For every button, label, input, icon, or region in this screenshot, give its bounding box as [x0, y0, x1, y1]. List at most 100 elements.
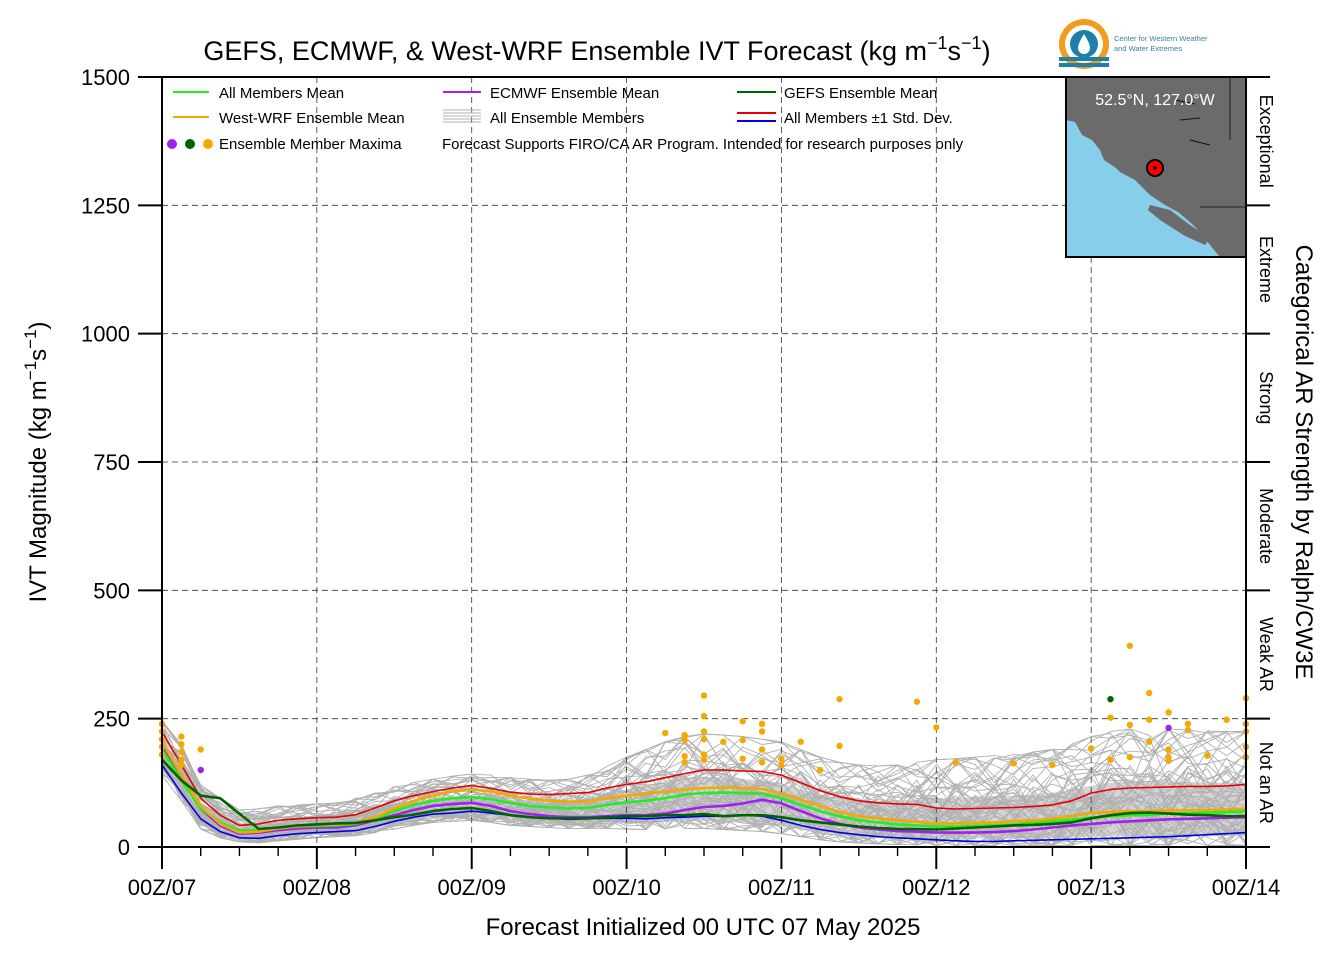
maximum-dot-wwrf: [1087, 745, 1095, 752]
maximum-dot-ecmwf: [1165, 724, 1172, 732]
maximum-dot-wwrf: [739, 737, 746, 744]
legend-dot-wwrf: [203, 139, 213, 149]
legend-wwrf-mean: West-WRF Ensemble Mean: [219, 110, 405, 127]
maximum-dot-wwrf: [1107, 756, 1114, 763]
maximum-dot-wwrf: [1165, 757, 1172, 764]
inset-island-vancouver: [1148, 205, 1210, 245]
maximum-dot-wwrf: [1049, 761, 1056, 769]
legend: All Members Mean ECMWF Ensemble Mean GEF…: [167, 85, 964, 153]
maximum-dot-wwrf: [1107, 714, 1114, 721]
grid: [162, 77, 1246, 847]
maximum-dot-wwrf: [700, 712, 708, 720]
legend-gefs-mean: GEFS Ensemble Mean: [784, 85, 937, 102]
x-tick-label: 00Z/09: [437, 875, 506, 900]
legend-dot-gefs: [185, 139, 195, 149]
y-axis-label: IVT Magnitude (kg m−1s−1): [21, 321, 52, 602]
series-line-ecmwf-mean: [160, 746, 1247, 835]
maximum-dot-wwrf: [1126, 721, 1134, 729]
legend-dot-ecmwf: [167, 139, 177, 149]
maximum-dot-wwrf: [1146, 738, 1153, 745]
maximum-dot-wwrf: [178, 733, 185, 740]
ensemble-member-line: [161, 774, 1246, 847]
maximum-dot-wwrf: [1184, 726, 1192, 734]
cw3e-logo: Center for Western Weather and Water Ext…: [1059, 19, 1208, 69]
inset-rivers: [1174, 99, 1211, 146]
logo-wave-2: [1059, 63, 1109, 67]
maximum-dot-wwrf: [797, 738, 804, 745]
ylabel-unit-s: s: [25, 349, 52, 361]
title-main: GEFS, ECMWF, & West-WRF Ensemble IVT For…: [203, 36, 927, 66]
maximum-dot-wwrf: [178, 741, 185, 748]
maximum-dot-wwrf: [739, 718, 746, 725]
series-line-gefs-mean: [161, 758, 1246, 831]
maximum-dot-gefs: [1107, 695, 1114, 703]
y-tick-label: 750: [93, 450, 130, 475]
maximum-dot-wwrf: [178, 756, 185, 763]
maximum-dot-wwrf: [700, 692, 708, 699]
maximum-dot-wwrf: [178, 761, 185, 769]
maximum-dot-wwrf: [1146, 716, 1153, 723]
legend-all-members: All Ensemble Members: [490, 110, 644, 127]
maximum-dot-wwrf: [952, 759, 959, 766]
ylabel-exp-2: −1: [21, 329, 40, 348]
legend-note: Forecast Supports FIRO/CA AR Program. In…: [442, 136, 964, 153]
category-axis-label: Categorical AR Strength by Ralph/CW3E: [1290, 245, 1317, 680]
legend-std-dev: All Members ±1 Std. Dev.: [784, 110, 953, 127]
legend-all-mean: All Members Mean: [219, 85, 344, 102]
logo-text-line2: and Water Extremes: [1114, 44, 1182, 53]
title-unit-s: s: [948, 36, 962, 66]
maximum-dot-wwrf: [1165, 709, 1172, 716]
x-tick-label: 00Z/14: [1212, 875, 1281, 900]
maximum-dot-wwrf: [700, 728, 708, 735]
legend-swatch-members: [443, 109, 481, 123]
maximum-dot-ecmwf: [197, 766, 204, 774]
maximum-dot-wwrf: [758, 728, 766, 735]
maximum-dot-wwrf: [1184, 720, 1192, 727]
y-tick-label: 500: [93, 578, 130, 603]
x-tick-label: 00Z/08: [283, 875, 352, 900]
chart-title: GEFS, ECMWF, & West-WRF Ensemble IVT For…: [203, 33, 990, 66]
location-marker-center: [1153, 166, 1157, 170]
y-tick-label: 1000: [81, 322, 130, 347]
x-tick-label: 00Z/12: [902, 875, 971, 900]
maximum-dot-wwrf: [1146, 689, 1153, 697]
legend-ecmwf-mean: ECMWF Ensemble Mean: [490, 85, 659, 102]
maximum-dot-wwrf: [178, 748, 185, 756]
maximum-dot-wwrf: [1165, 746, 1172, 753]
x-tick-label: 00Z/13: [1057, 875, 1126, 900]
ylabel-close: ): [25, 321, 52, 329]
maximum-dot-wwrf: [933, 724, 940, 731]
maximum-dot-wwrf: [720, 738, 727, 745]
maximum-dot-wwrf: [681, 731, 688, 739]
category-label: Weak AR: [1256, 617, 1276, 692]
maximum-dot-wwrf: [836, 695, 843, 703]
inset-frame: [1065, 76, 1247, 258]
series-line-std-upper: [161, 731, 1247, 827]
maximum-dot-wwrf: [758, 720, 766, 727]
inset-island-1: [1098, 145, 1120, 168]
maximum-dot-wwrf: [1010, 760, 1017, 767]
x-tick-label: 00Z/10: [592, 875, 661, 900]
maximum-dot-wwrf: [816, 766, 824, 774]
logo-text-line1: Center for Western Weather: [1114, 34, 1208, 43]
y-tick-label: 0: [118, 835, 130, 860]
x-axis-label: Forecast Initialized 00 UTC 07 May 2025: [486, 914, 921, 941]
y-tick-label: 1250: [81, 193, 130, 218]
ensemble-maxima: [158, 642, 1250, 774]
y-tick-label: 1500: [81, 65, 130, 90]
category-label: Extreme: [1256, 236, 1276, 303]
title-exponent-1: −1: [927, 33, 948, 53]
series-line-std-lower: [161, 764, 1247, 843]
logo-wave-1: [1059, 57, 1109, 61]
maximum-dot-wwrf: [778, 761, 785, 769]
ar-category-axis: Not an AR Weak AR Moderate Strong Extreme Exc…: [1246, 76, 1276, 848]
title-exponent-2: −1: [961, 33, 982, 53]
inset-location-label: 52.5°N, 127.0°W: [1095, 92, 1215, 109]
title-close: ): [982, 36, 991, 66]
category-label: Exceptional: [1256, 95, 1276, 188]
ylabel-exp-1: −1: [21, 361, 40, 380]
maximum-dot-wwrf: [662, 729, 669, 737]
maximum-dot-wwrf: [758, 759, 766, 766]
maximum-dot-wwrf: [1204, 752, 1211, 759]
